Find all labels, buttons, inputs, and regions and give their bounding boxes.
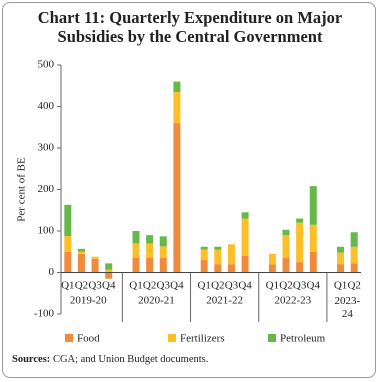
x-tick-label: Q2 <box>347 280 360 292</box>
bar-segment <box>159 236 167 247</box>
bar-segment <box>309 224 317 252</box>
x-tick-label: Q3 <box>157 280 171 292</box>
bar-segment <box>105 263 113 270</box>
bar-segment <box>159 246 167 258</box>
bar-segment <box>296 222 304 263</box>
bar-segment <box>200 249 208 261</box>
legend-label: Fertilizers <box>180 333 225 345</box>
bar-segment <box>173 91 181 124</box>
bar-segment <box>105 269 113 273</box>
group-label: 2023-24 <box>335 295 361 320</box>
x-tick-label: Q1 <box>61 280 74 292</box>
source-note: Sources: CGA; and Union Budget documents… <box>12 354 208 365</box>
x-tick-label: Q3 <box>225 280 239 292</box>
bar-segment <box>64 235 72 252</box>
x-tick-label: Q4 <box>102 280 116 292</box>
bar-segment <box>146 257 154 273</box>
bar-segment <box>214 264 222 273</box>
x-tick-label: Q2 <box>75 280 88 292</box>
bar-segment <box>146 243 154 258</box>
x-tick-label: Q2 <box>143 280 156 292</box>
bar-segment <box>200 260 208 273</box>
bar-segment <box>282 229 290 236</box>
bar-segment <box>337 264 345 273</box>
bar-segment <box>91 258 99 273</box>
bar-segment <box>214 249 222 265</box>
bar-segment <box>64 204 72 236</box>
bar-segment <box>282 235 290 258</box>
bar-segment <box>64 251 72 273</box>
y-tick-label: -100 <box>34 308 55 320</box>
legend-label: Petroleum <box>280 333 326 345</box>
bar-segment <box>227 264 235 273</box>
x-tick-label: Q1 <box>334 280 347 292</box>
x-tick-label: Q1 <box>197 280 210 292</box>
bar-segment <box>350 246 358 264</box>
bar-segment <box>105 272 113 279</box>
bar-segment <box>132 231 140 244</box>
bar-segment <box>337 252 345 265</box>
source-label: Sources: <box>12 354 51 365</box>
x-tick-label: Q4 <box>170 280 184 292</box>
bar-segment <box>77 251 85 254</box>
bar-segment <box>296 262 304 273</box>
legend-label: Food <box>77 333 100 345</box>
bar-segment <box>282 257 290 273</box>
y-tick-label: 200 <box>38 183 55 195</box>
y-tick-label: 500 <box>38 59 55 71</box>
bar-segment <box>268 253 276 265</box>
x-tick-label: Q2 <box>279 280 292 292</box>
x-tick-label: Q4 <box>238 280 252 292</box>
source-text: CGA; and Union Budget documents. <box>52 354 209 365</box>
group-label: 2020-21 <box>138 295 175 307</box>
bar-segment <box>350 232 358 247</box>
bar-segment <box>227 244 235 265</box>
bar-segment <box>200 246 208 250</box>
y-tick-label: 400 <box>38 100 55 112</box>
bar-segment <box>268 264 276 273</box>
bar-segment <box>173 123 181 273</box>
bar-segment <box>132 243 140 258</box>
bar-segment <box>132 257 140 273</box>
bar-segment <box>350 263 358 273</box>
chart-title: Chart 11: Quarterly Expenditure on Major… <box>37 8 343 46</box>
legend-swatch <box>268 334 276 342</box>
bar-segment <box>214 246 222 250</box>
bar-segment <box>309 186 317 225</box>
group-label: 2019-20 <box>70 295 107 307</box>
bar-segment <box>146 235 154 244</box>
bar-segment <box>241 212 249 219</box>
x-tick-label: Q1 <box>266 280 279 292</box>
bar-segment <box>77 248 85 252</box>
bar-segment <box>159 257 167 273</box>
group-label: 2022-23 <box>274 295 311 307</box>
bar-segment <box>296 218 304 223</box>
bar-segment <box>309 251 317 273</box>
x-tick-label: Q3 <box>88 280 102 292</box>
bar-segment <box>337 246 345 253</box>
x-tick-label: Q4 <box>307 280 321 292</box>
y-tick-label: 100 <box>38 225 55 237</box>
bar-segment <box>77 253 85 273</box>
bar-segment <box>241 218 249 256</box>
x-tick-label: Q1 <box>129 280 142 292</box>
bar-segment <box>173 81 181 92</box>
y-tick-label: 0 <box>49 266 55 278</box>
bar-segment <box>241 255 249 273</box>
legend-swatch <box>168 334 176 342</box>
legend-swatch <box>65 334 73 342</box>
chart-frame <box>2 2 376 378</box>
group-label: 2021-22 <box>206 295 243 307</box>
bar-segment <box>91 256 99 259</box>
x-tick-label: Q2 <box>211 280 224 292</box>
y-tick-label: 300 <box>38 142 55 154</box>
x-tick-label: Q3 <box>293 280 307 292</box>
y-axis-label: Per cent of BE <box>16 157 28 222</box>
